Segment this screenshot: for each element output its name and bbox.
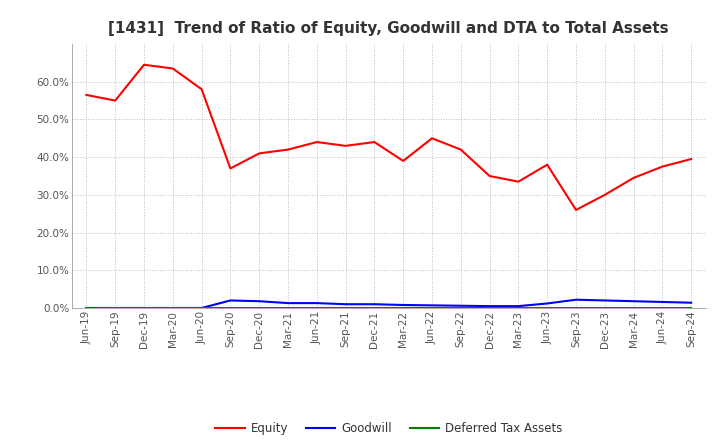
Equity	[226, 166, 235, 171]
Line: Equity: Equity	[86, 65, 691, 210]
Deferred Tax Assets	[687, 305, 696, 311]
Title: [1431]  Trend of Ratio of Equity, Goodwill and DTA to Total Assets: [1431] Trend of Ratio of Equity, Goodwil…	[109, 21, 669, 36]
Goodwill	[168, 305, 177, 311]
Deferred Tax Assets	[456, 305, 465, 311]
Goodwill	[255, 299, 264, 304]
Goodwill	[370, 301, 379, 307]
Deferred Tax Assets	[226, 305, 235, 311]
Goodwill	[428, 303, 436, 308]
Legend: Equity, Goodwill, Deferred Tax Assets: Equity, Goodwill, Deferred Tax Assets	[210, 417, 567, 440]
Equity	[658, 164, 667, 169]
Deferred Tax Assets	[312, 305, 321, 311]
Deferred Tax Assets	[140, 305, 148, 311]
Goodwill	[485, 304, 494, 309]
Deferred Tax Assets	[514, 305, 523, 311]
Deferred Tax Assets	[111, 305, 120, 311]
Deferred Tax Assets	[629, 305, 638, 311]
Equity	[572, 207, 580, 213]
Goodwill	[687, 300, 696, 305]
Goodwill	[341, 301, 350, 307]
Line: Goodwill: Goodwill	[86, 300, 691, 308]
Equity	[111, 98, 120, 103]
Goodwill	[140, 305, 148, 311]
Equity	[312, 139, 321, 145]
Goodwill	[284, 301, 292, 306]
Deferred Tax Assets	[485, 305, 494, 311]
Goodwill	[399, 302, 408, 308]
Deferred Tax Assets	[572, 305, 580, 311]
Equity	[456, 147, 465, 152]
Goodwill	[600, 298, 609, 303]
Equity	[428, 136, 436, 141]
Deferred Tax Assets	[428, 305, 436, 311]
Deferred Tax Assets	[197, 305, 206, 311]
Equity	[543, 162, 552, 167]
Equity	[255, 151, 264, 156]
Goodwill	[658, 299, 667, 304]
Goodwill	[111, 305, 120, 311]
Goodwill	[456, 303, 465, 308]
Goodwill	[543, 301, 552, 306]
Equity	[514, 179, 523, 184]
Equity	[485, 173, 494, 179]
Deferred Tax Assets	[658, 305, 667, 311]
Equity	[168, 66, 177, 71]
Goodwill	[572, 297, 580, 302]
Equity	[284, 147, 292, 152]
Goodwill	[82, 305, 91, 311]
Equity	[600, 192, 609, 198]
Goodwill	[629, 299, 638, 304]
Deferred Tax Assets	[543, 305, 552, 311]
Equity	[140, 62, 148, 67]
Deferred Tax Assets	[168, 305, 177, 311]
Deferred Tax Assets	[600, 305, 609, 311]
Deferred Tax Assets	[255, 305, 264, 311]
Deferred Tax Assets	[341, 305, 350, 311]
Goodwill	[514, 304, 523, 309]
Equity	[399, 158, 408, 164]
Deferred Tax Assets	[82, 305, 91, 311]
Equity	[687, 156, 696, 161]
Deferred Tax Assets	[370, 305, 379, 311]
Equity	[629, 175, 638, 180]
Deferred Tax Assets	[284, 305, 292, 311]
Equity	[341, 143, 350, 148]
Goodwill	[312, 301, 321, 306]
Equity	[82, 92, 91, 98]
Goodwill	[226, 298, 235, 303]
Equity	[197, 87, 206, 92]
Goodwill	[197, 305, 206, 311]
Deferred Tax Assets	[399, 305, 408, 311]
Equity	[370, 139, 379, 145]
